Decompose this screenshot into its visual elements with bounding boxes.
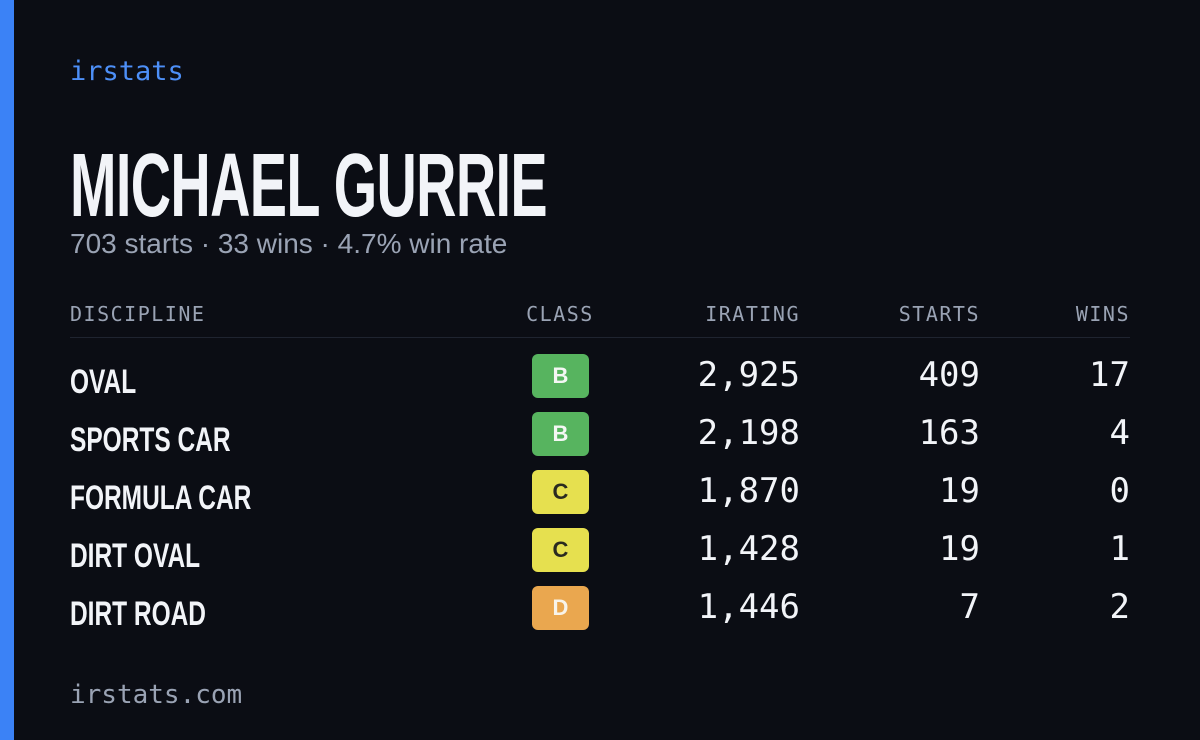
starts: 7 [959, 587, 980, 627]
irating: 2,925 [697, 355, 800, 395]
irating: 1,428 [697, 529, 800, 569]
irating: 2,198 [697, 413, 800, 453]
footer: irstats.com [70, 680, 243, 710]
irating: 1,870 [697, 471, 800, 511]
header-separator [70, 337, 1130, 338]
class-badge: C [532, 528, 589, 572]
discipline: DIRT ROAD [70, 595, 207, 633]
wins: 0 [1109, 471, 1130, 511]
discipline: FORMULA CAR [70, 479, 252, 517]
column-header: WINS [1075, 302, 1130, 326]
irating: 1,446 [697, 587, 800, 627]
discipline: DIRT OVAL [70, 537, 201, 575]
profile-summary: 703 starts · 33 wins · 4.7% win rate [70, 228, 508, 259]
column-header: CLASS [526, 302, 594, 326]
class-badge: C [532, 470, 589, 514]
class-badge: D [532, 586, 589, 630]
accent-stripe [0, 0, 14, 740]
wins: 2 [1109, 587, 1130, 627]
wins: 17 [1089, 355, 1130, 395]
starts: 19 [939, 471, 980, 511]
class-badge: B [532, 412, 589, 456]
starts: 409 [918, 355, 980, 395]
starts: 19 [939, 529, 980, 569]
column-header: DISCIPLINE [70, 302, 206, 326]
discipline: OVAL [70, 363, 137, 401]
discipline: SPORTS CAR [70, 421, 231, 459]
wins: 1 [1109, 529, 1130, 569]
starts: 163 [918, 413, 980, 453]
column-header: IRATING [705, 302, 800, 326]
wins: 4 [1109, 413, 1130, 453]
class-badge: B [532, 354, 589, 398]
column-header: STARTS [898, 302, 980, 326]
brand: irstats [70, 56, 184, 87]
profile-name: MICHAEL GURRIE [70, 136, 548, 236]
